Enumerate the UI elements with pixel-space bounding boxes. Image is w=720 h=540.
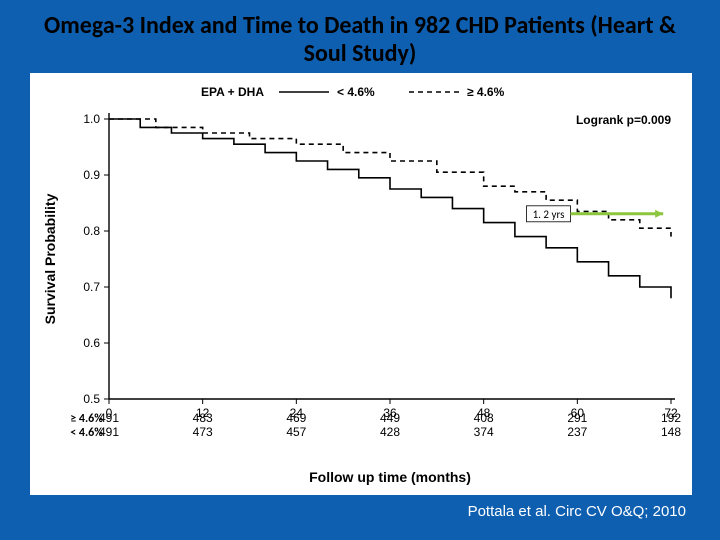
svg-text:0.8: 0.8 — [83, 224, 100, 238]
svg-text:491: 491 — [99, 425, 119, 439]
svg-text:Logrank p=0.009: Logrank p=0.009 — [576, 113, 671, 127]
svg-text:Survival Probability: Survival Probability — [42, 194, 58, 325]
svg-text:1.0: 1.0 — [83, 112, 100, 126]
svg-text:0.7: 0.7 — [83, 280, 100, 294]
svg-text:237: 237 — [567, 425, 587, 439]
svg-text:469: 469 — [286, 411, 306, 425]
svg-text:374: 374 — [474, 425, 494, 439]
svg-text:291: 291 — [567, 411, 587, 425]
svg-text:491: 491 — [99, 411, 119, 425]
svg-text:473: 473 — [193, 425, 213, 439]
svg-text:1. 2 yrs: 1. 2 yrs — [533, 208, 565, 221]
svg-text:408: 408 — [474, 411, 494, 425]
page-title: Omega-3 Index and Time to Death in 982 C… — [0, 0, 720, 73]
svg-text:Follow up time (months): Follow up time (months) — [309, 469, 471, 485]
svg-text:449: 449 — [380, 411, 400, 425]
svg-text:148: 148 — [661, 425, 681, 439]
svg-text:0.6: 0.6 — [83, 336, 100, 350]
survival-chart: 0.50.60.70.80.91.00122436486072Follow up… — [30, 73, 692, 495]
svg-text:428: 428 — [380, 425, 400, 439]
svg-text:< 4.6%: < 4.6% — [337, 85, 375, 99]
chart-svg: 0.50.60.70.80.91.00122436486072Follow up… — [31, 74, 691, 494]
svg-text:192: 192 — [661, 411, 681, 425]
citation-text: Pottala et al. Circ CV O&Q; 2010 — [0, 495, 720, 520]
svg-text:EPA + DHA: EPA + DHA — [201, 85, 264, 99]
svg-text:483: 483 — [193, 411, 213, 425]
svg-text:457: 457 — [286, 425, 306, 439]
svg-text:0.5: 0.5 — [83, 392, 100, 406]
svg-text:0.9: 0.9 — [83, 168, 100, 182]
svg-text:≥ 4.6%: ≥ 4.6% — [467, 85, 505, 99]
